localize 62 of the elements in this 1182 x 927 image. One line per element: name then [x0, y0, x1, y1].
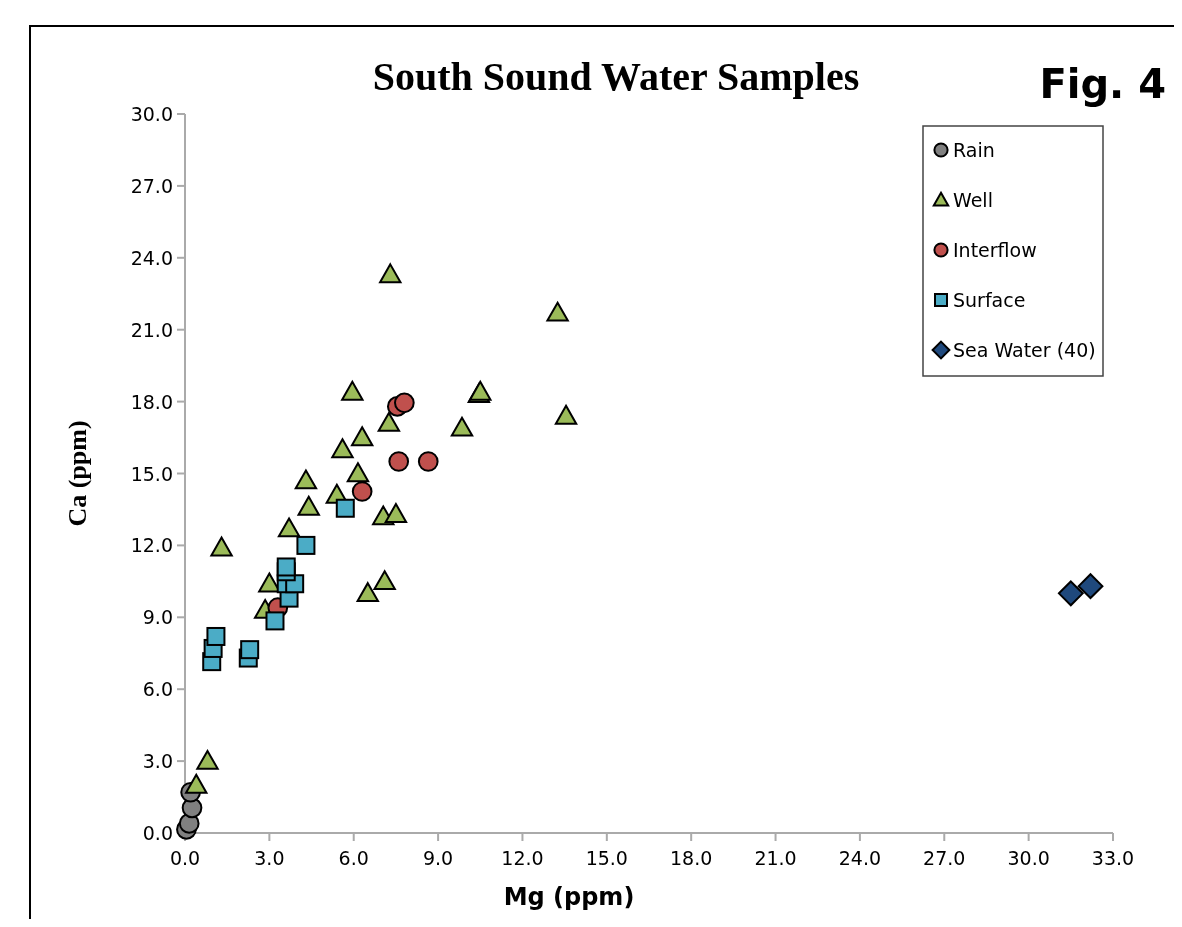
y-tick-label: 18.0 — [130, 390, 173, 413]
point — [351, 481, 373, 502]
legend-label: Interflow — [953, 239, 1037, 261]
y-tick-label: 9.0 — [142, 606, 173, 629]
point — [277, 517, 301, 538]
point — [185, 773, 208, 794]
point — [1077, 573, 1104, 600]
point — [417, 451, 439, 472]
x-tick-label: 18.0 — [670, 847, 713, 869]
caption: Fig. 4 — [1039, 61, 1166, 107]
point — [384, 503, 408, 523]
y-tick-label: 24.0 — [130, 246, 173, 269]
y-tick-label: 21.0 — [130, 318, 173, 341]
point — [373, 570, 396, 590]
y-tick-label: 0.0 — [142, 822, 173, 844]
point — [210, 536, 233, 557]
chart-title: South Sound Water Samples — [372, 54, 860, 99]
point — [341, 380, 364, 401]
point — [331, 438, 354, 459]
x-tick-label: 12.0 — [501, 847, 544, 869]
x-tick-label: 9.0 — [422, 847, 454, 869]
point — [296, 535, 316, 555]
point — [554, 404, 578, 425]
point — [450, 416, 474, 437]
x-tick-label: 27.0 — [923, 847, 966, 869]
point — [546, 301, 569, 322]
point — [297, 495, 320, 516]
x-tick-label: 33.0 — [1091, 847, 1135, 869]
point — [388, 451, 410, 472]
point — [276, 557, 296, 577]
point — [196, 749, 219, 770]
point — [379, 263, 402, 284]
legend-label: Rain — [953, 139, 995, 161]
x-tick-label: 0.0 — [169, 847, 201, 869]
x-tick-label: 24.0 — [838, 847, 882, 869]
y-tick-label: 15.0 — [130, 462, 173, 485]
point — [240, 640, 260, 660]
point — [394, 392, 415, 414]
y-tick-label: 12.0 — [130, 534, 173, 557]
point — [356, 582, 379, 602]
legend-label: Sea Water (40) — [953, 339, 1096, 361]
point — [206, 626, 226, 646]
point — [377, 411, 401, 432]
y-tick-label: 3.0 — [142, 750, 173, 773]
legend-label: Well — [953, 189, 993, 211]
x-axis-title: Mg (ppm) — [503, 883, 635, 911]
point — [350, 426, 374, 447]
x-tick-label: 30.0 — [1007, 847, 1050, 869]
legend-label: Surface — [953, 289, 1026, 311]
x-tick-label: 15.0 — [585, 847, 628, 869]
x-tick-label: 6.0 — [338, 847, 369, 869]
point — [294, 469, 318, 490]
x-tick-label: 21.0 — [754, 847, 797, 869]
x-tick-label: 3.0 — [254, 847, 285, 869]
y-tick-label: 27.0 — [130, 174, 173, 197]
point — [335, 498, 355, 518]
y-tick-label: 30.0 — [130, 103, 173, 125]
point — [1057, 580, 1084, 607]
y-axis-title: Ca (ppm) — [63, 420, 92, 527]
point — [265, 611, 285, 631]
point — [346, 462, 370, 483]
y-tick-label: 6.0 — [142, 678, 173, 701]
